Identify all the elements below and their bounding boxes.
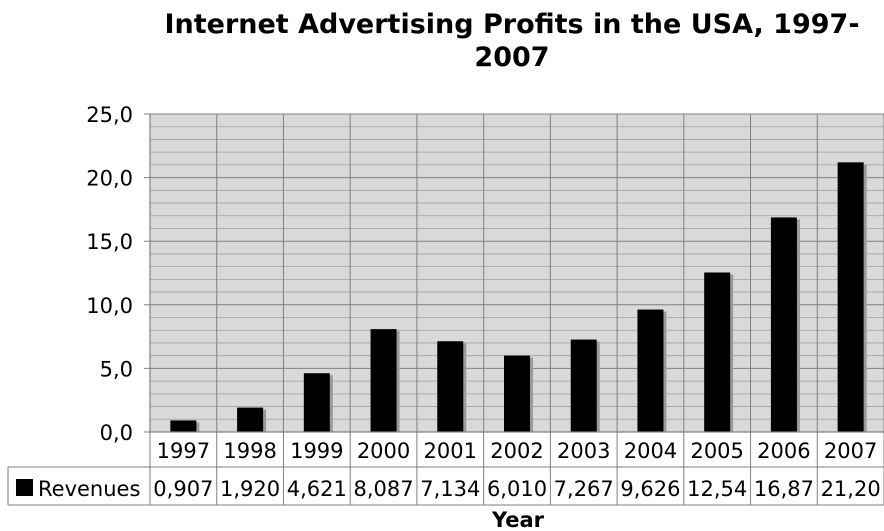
x-tick-label: 2007 bbox=[824, 439, 877, 463]
data-table-value: 4,621 bbox=[287, 477, 347, 501]
x-tick-label: 2003 bbox=[557, 439, 610, 463]
chart-title-line-2: 2007 bbox=[474, 42, 549, 73]
data-table-value: 1,920 bbox=[220, 477, 280, 501]
x-tick-label: 2005 bbox=[690, 439, 743, 463]
x-tick-label: 1998 bbox=[223, 439, 276, 463]
data-table-value: 0,907 bbox=[153, 477, 213, 501]
x-tick-label: 1999 bbox=[290, 439, 343, 463]
bar bbox=[437, 341, 464, 432]
data-table-value: 12,54 bbox=[687, 477, 747, 501]
y-tick-label: 25,0 bbox=[86, 103, 133, 127]
bar bbox=[837, 162, 864, 432]
bar bbox=[303, 373, 330, 432]
bar bbox=[237, 407, 264, 432]
data-table-value: 9,626 bbox=[620, 477, 680, 501]
data-table-value: 16,87 bbox=[754, 477, 814, 501]
y-tick-label: 0,0 bbox=[100, 421, 133, 445]
x-tick-label: 2002 bbox=[490, 439, 543, 463]
data-table-value: 7,134 bbox=[420, 477, 480, 501]
y-tick-label: 5,0 bbox=[100, 357, 133, 381]
x-tick-label: 1997 bbox=[157, 439, 210, 463]
x-tick-label: 2004 bbox=[624, 439, 677, 463]
data-table-value: 8,087 bbox=[353, 477, 413, 501]
bar bbox=[504, 355, 530, 432]
chart-title-line-1: Internet Advertising Profits in the USA,… bbox=[164, 9, 859, 40]
bar bbox=[637, 309, 664, 432]
x-tick-label: 2000 bbox=[357, 439, 410, 463]
legend-swatch bbox=[16, 479, 33, 496]
bar bbox=[370, 329, 397, 432]
data-table-value: 21,20 bbox=[821, 477, 881, 501]
legend-label: Revenues bbox=[38, 477, 140, 501]
bar bbox=[770, 217, 797, 432]
y-tick-label: 15,0 bbox=[86, 230, 133, 254]
y-tick-label: 10,0 bbox=[86, 294, 133, 318]
x-axis-label: Year bbox=[491, 508, 545, 531]
x-tick-label: 2006 bbox=[757, 439, 810, 463]
data-table-value: 6,010 bbox=[487, 477, 547, 501]
bar bbox=[170, 420, 197, 432]
data-table-value: 7,267 bbox=[554, 477, 614, 501]
bar bbox=[704, 272, 731, 432]
x-tick-label: 2001 bbox=[424, 439, 477, 463]
y-tick-label: 20,0 bbox=[86, 167, 133, 191]
bar bbox=[570, 339, 597, 432]
